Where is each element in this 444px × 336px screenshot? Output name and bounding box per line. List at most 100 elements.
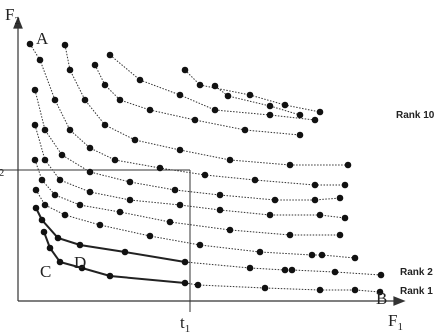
- threshold-x-label: t1: [180, 313, 190, 335]
- solution-point: [336, 231, 344, 239]
- solution-point: [226, 156, 234, 164]
- solution-point: [106, 272, 114, 280]
- y-axis-label: F2: [5, 5, 20, 27]
- solution-point: [296, 131, 304, 139]
- solution-point: [226, 226, 234, 234]
- solution-point: [316, 286, 324, 294]
- label-letter: F: [388, 311, 397, 330]
- solution-point: [126, 178, 134, 186]
- threshold-y-label: t2: [0, 157, 4, 179]
- solution-point: [86, 144, 94, 152]
- solution-point: [376, 288, 384, 296]
- label-letter: t: [180, 313, 185, 332]
- solution-point: [341, 214, 349, 222]
- solution-point: [116, 208, 124, 216]
- solution-point: [54, 234, 62, 242]
- solution-point: [196, 241, 204, 249]
- rank-label: Rank 10: [396, 110, 435, 121]
- solution-point: [266, 111, 274, 119]
- front-line: [214, 85, 301, 116]
- front-line: [184, 261, 382, 276]
- solution-point: [341, 181, 349, 189]
- solution-point: [111, 156, 119, 164]
- solution-point: [31, 121, 39, 129]
- point-label: B: [376, 289, 387, 308]
- solution-point: [31, 86, 39, 94]
- solution-point: [241, 126, 249, 134]
- solution-point: [181, 279, 189, 287]
- solution-point: [331, 268, 339, 276]
- solution-point: [106, 51, 114, 59]
- solution-point: [194, 281, 202, 289]
- solution-point: [271, 196, 279, 204]
- solution-point: [351, 254, 359, 262]
- solution-point: [146, 232, 154, 240]
- solution-point: [281, 101, 289, 109]
- solution-point: [201, 171, 209, 179]
- solution-point: [288, 266, 296, 274]
- solution-point: [116, 96, 124, 104]
- solution-point: [286, 231, 294, 239]
- solution-point: [266, 211, 274, 219]
- solution-point: [96, 221, 104, 229]
- solution-point: [78, 264, 86, 272]
- x-arrow: [393, 296, 406, 306]
- solution-point: [56, 258, 64, 266]
- solution-point: [311, 181, 319, 189]
- solution-point: [196, 81, 204, 89]
- solution-point: [101, 81, 109, 89]
- rank-label: Rank 1: [400, 286, 433, 297]
- solution-point: [156, 164, 164, 172]
- solution-point: [41, 126, 49, 134]
- solution-point: [32, 204, 40, 212]
- solution-point: [311, 196, 319, 204]
- front-line: [184, 282, 381, 293]
- solution-point: [58, 151, 66, 159]
- solution-point: [66, 66, 74, 74]
- solution-point: [36, 56, 44, 64]
- solution-point: [316, 211, 324, 219]
- solution-point: [46, 244, 54, 252]
- solution-point: [211, 82, 219, 90]
- solution-point: [316, 108, 324, 116]
- rank-label: Rank 2: [400, 267, 433, 278]
- solution-point: [281, 266, 289, 274]
- solution-point: [351, 286, 359, 294]
- point-label: C: [40, 262, 51, 281]
- y-arrow: [13, 16, 23, 29]
- solution-point: [51, 96, 59, 104]
- solution-point: [171, 186, 179, 194]
- solution-point: [311, 116, 319, 124]
- solution-point: [146, 106, 154, 114]
- solution-point: [308, 251, 316, 259]
- solution-point: [51, 191, 59, 199]
- solution-point: [38, 216, 46, 224]
- solution-point: [318, 251, 326, 259]
- front-line: [34, 159, 340, 236]
- solution-point: [266, 102, 274, 110]
- solution-point: [32, 186, 40, 194]
- solution-point: [377, 271, 385, 279]
- x-axis-label: F1: [388, 311, 403, 333]
- solution-point: [121, 248, 129, 256]
- solution-point: [66, 126, 74, 134]
- solution-point: [31, 156, 39, 164]
- solution-point: [61, 211, 69, 219]
- label-subscript: 2: [0, 167, 4, 179]
- solution-point: [181, 66, 189, 74]
- solution-point: [61, 41, 69, 49]
- solution-point: [216, 206, 224, 214]
- solution-point: [41, 201, 49, 209]
- solution-point: [76, 241, 84, 249]
- point-label: A: [36, 29, 49, 48]
- solution-point: [86, 188, 94, 196]
- solution-point: [336, 194, 344, 202]
- solution-point: [176, 201, 184, 209]
- solution-point: [86, 168, 94, 176]
- solution-point: [56, 176, 64, 184]
- fronts: [26, 40, 385, 296]
- solution-point: [166, 218, 174, 226]
- solution-point: [181, 258, 189, 266]
- solution-point: [131, 136, 139, 144]
